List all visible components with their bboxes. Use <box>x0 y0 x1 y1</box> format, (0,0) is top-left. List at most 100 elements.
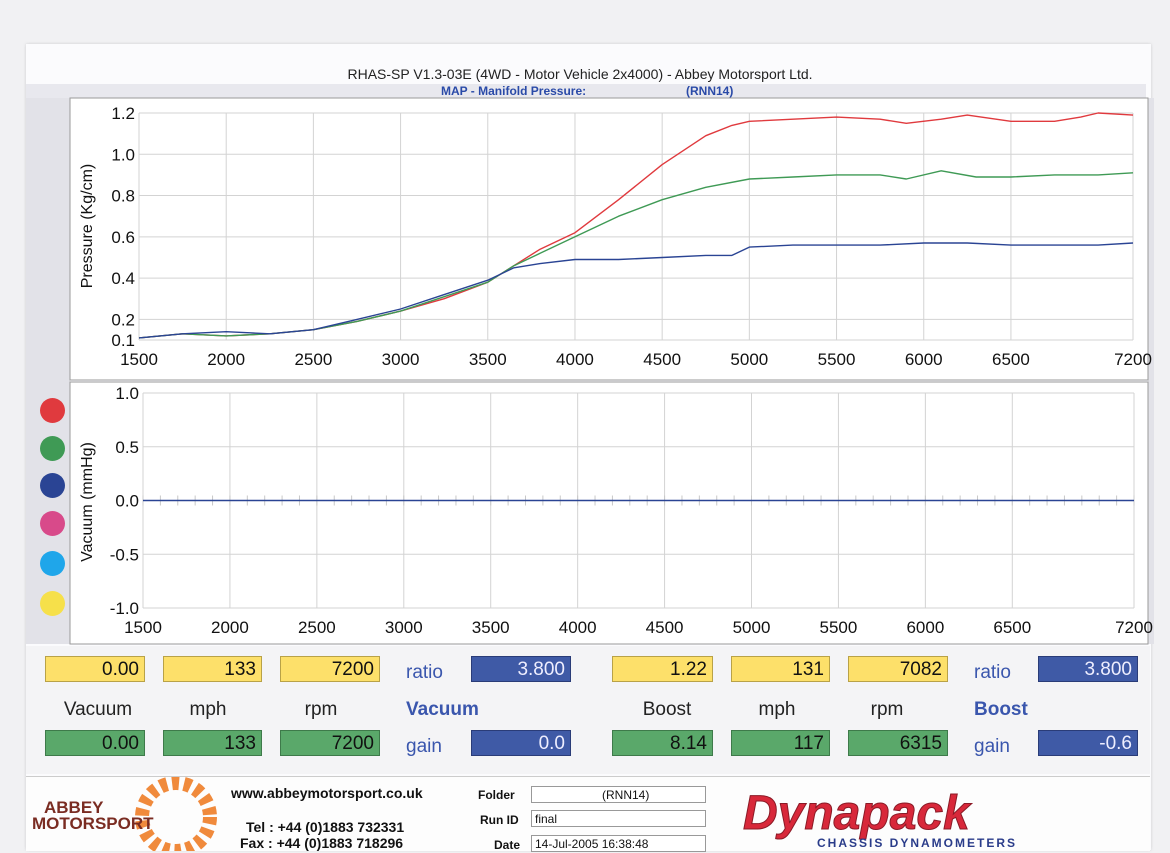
x-tick-label: 5500 <box>820 618 858 637</box>
y-axis-title: Vacuum (mmHg) <box>79 442 96 562</box>
y-axis-title: Pressure (Kg/cm) <box>79 164 96 288</box>
date-field: 14-Jul-2005 16:38:48 <box>531 835 706 852</box>
x-tick-label: 2500 <box>294 350 332 369</box>
y-tick-label: 0.1 <box>111 331 135 350</box>
mph-max-value-left: 133 <box>163 656 262 682</box>
runid-label: Run ID <box>480 813 519 827</box>
x-tick-label: 1500 <box>124 618 162 637</box>
rpm-label-left: rpm <box>304 699 338 720</box>
logo-line2: MOTORSPORT <box>32 814 154 833</box>
folder-label: Folder <box>478 788 515 802</box>
ratio-label-right: ratio <box>974 662 1011 683</box>
ratio-value-right: 3.800 <box>1038 656 1138 682</box>
legend-dot-pink[interactable] <box>40 511 65 536</box>
fax: Fax : +44 (0)1883 718296 <box>240 835 404 851</box>
x-tick-label: 2500 <box>298 618 336 637</box>
report-title: RHAS-SP V1.3-03E (4WD - Motor Vehicle 2x… <box>347 66 813 82</box>
x-tick-label: 2000 <box>207 350 245 369</box>
gain-value-left: 0.0 <box>471 730 571 756</box>
footer: ABBEY MOTORSPORT www.abbeymotorsport.co.… <box>26 776 1150 852</box>
x-tick-label: 4000 <box>556 350 594 369</box>
y-tick-label: 0.2 <box>111 310 135 329</box>
legend-dot-green[interactable] <box>40 436 65 461</box>
gain-label-right: gain <box>974 736 1010 757</box>
rpm-label-right: rpm <box>870 699 904 720</box>
x-tick-label: 4500 <box>643 350 681 369</box>
telephone: Tel : +44 (0)1883 732331 <box>246 819 405 835</box>
vacuum-chart: 1500 2000 2500 3000 3500 4000 4500 5000 5500 6000… <box>79 384 1153 637</box>
y-tick-label: 0.4 <box>111 269 135 288</box>
mode-label-vacuum: Vacuum <box>406 699 479 720</box>
rpm-max-value-left: 7200 <box>280 656 380 682</box>
x-tick-label: 3000 <box>382 350 420 369</box>
runid-field[interactable]: final <box>531 810 706 827</box>
mph-label-right: mph <box>758 699 796 720</box>
x-tick-label: 4500 <box>646 618 684 637</box>
mph-label-left: mph <box>189 699 227 720</box>
sunburst-icon <box>135 777 217 851</box>
y-tick-label: 0.5 <box>115 438 139 457</box>
x-tick-label: 6000 <box>905 350 943 369</box>
abbey-logo: ABBEY MOTORSPORT <box>32 777 217 851</box>
pressure-chart-frame <box>69 97 1149 381</box>
readout-panel: 0.00 133 7200 ratio 3.800 1.22 131 7082 … <box>26 646 1150 774</box>
legend-dot-blue[interactable] <box>40 473 65 498</box>
x-tick-label: 3500 <box>469 350 507 369</box>
mph-current-value-right: 117 <box>731 730 830 756</box>
x-tick-label: 5500 <box>818 350 856 369</box>
mode-label-boost: Boost <box>974 699 1028 720</box>
rpm-current-value-left: 7200 <box>280 730 380 756</box>
y-tick-label: -0.5 <box>110 545 139 564</box>
x-tick-label: 7200 <box>1114 350 1152 369</box>
y-tick-label: 0.6 <box>111 228 135 247</box>
x-tick-label: 4000 <box>559 618 597 637</box>
subtitle-bar: MAP - Manifold Pressure: (RNN14) <box>26 84 1146 98</box>
gain-value-right: -0.6 <box>1038 730 1138 756</box>
y-tick-label: 1.2 <box>111 104 135 123</box>
x-tick-label: 6000 <box>906 618 944 637</box>
rpm-current-value-right: 6315 <box>848 730 948 756</box>
legend-dot-red[interactable] <box>40 398 65 423</box>
x-tick-label: 6500 <box>993 618 1031 637</box>
vacuum-label: Vacuum <box>63 699 133 720</box>
subtitle: MAP - Manifold Pressure: <box>441 84 587 98</box>
y-tick-label: 0.0 <box>115 492 139 511</box>
date-label: Date <box>494 838 521 852</box>
x-tick-label: 6500 <box>992 350 1030 369</box>
logo-line1: ABBEY <box>44 798 104 817</box>
y-tick-label: 1.0 <box>111 145 135 164</box>
x-tick-label: 3000 <box>385 618 423 637</box>
legend-dot-yellow[interactable] <box>40 591 65 616</box>
legend-dot-cyan[interactable] <box>40 551 65 576</box>
boost-max-value: 1.22 <box>612 656 713 682</box>
website-link[interactable]: www.abbeymotorsport.co.uk <box>231 785 423 801</box>
boost-label: Boost <box>642 699 692 720</box>
pressure-chart: 1500 2000 2500 3000 3500 4000 4500 5000 5500 6000… <box>79 104 1152 369</box>
brand-name: Dynapack <box>743 787 972 840</box>
boost-current-value: 8.14 <box>612 730 713 756</box>
run-code: (RNN14) <box>686 84 734 98</box>
x-tick-label: 5000 <box>733 618 771 637</box>
x-tick-label: 1500 <box>120 350 158 369</box>
vacuum-chart-frame <box>69 381 1149 645</box>
x-tick-label: 7200 <box>1115 618 1153 637</box>
dynapack-logo: Dynapack CHASSIS DYNAMOMETERS <box>743 787 1017 851</box>
vacuum-current-value: 0.00 <box>45 730 145 756</box>
x-tick-label: 2000 <box>211 618 249 637</box>
x-tick-label: 5000 <box>730 350 768 369</box>
brand-tagline: CHASSIS DYNAMOMETERS <box>817 836 1017 850</box>
y-tick-label: 1.0 <box>115 384 139 403</box>
y-tick-label: -1.0 <box>110 599 139 618</box>
folder-field[interactable]: (RNN14) <box>531 786 706 803</box>
x-tick-label: 3500 <box>472 618 510 637</box>
rpm-max-value-right: 7082 <box>848 656 948 682</box>
mph-current-value-left: 133 <box>163 730 262 756</box>
series-line-2 <box>138 242 1134 339</box>
gain-label-left: gain <box>406 736 442 757</box>
mph-max-value-right: 131 <box>731 656 830 682</box>
right-margin-bar <box>1148 98 1154 644</box>
vacuum-max-value: 0.00 <box>45 656 145 682</box>
y-tick-label: 0.8 <box>111 187 135 206</box>
ratio-value-left: 3.800 <box>471 656 571 682</box>
